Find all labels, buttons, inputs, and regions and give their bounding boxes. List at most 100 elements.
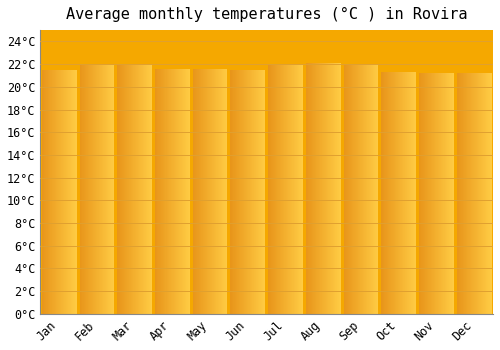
Bar xyxy=(227,69,228,314)
Bar xyxy=(105,65,106,314)
Bar xyxy=(414,72,415,314)
Bar xyxy=(130,64,131,314)
Bar xyxy=(421,73,422,314)
Bar xyxy=(226,69,227,314)
Bar xyxy=(449,73,450,314)
Bar xyxy=(177,69,178,314)
Bar xyxy=(201,69,202,314)
Bar xyxy=(149,64,150,314)
Bar xyxy=(308,63,309,314)
Bar xyxy=(241,70,242,314)
Bar xyxy=(48,70,49,314)
Bar xyxy=(145,64,146,314)
Bar xyxy=(426,73,427,314)
Bar xyxy=(185,69,186,314)
Bar xyxy=(377,64,378,314)
Bar xyxy=(135,64,136,314)
Bar xyxy=(199,69,200,314)
Bar xyxy=(302,65,303,314)
Bar xyxy=(218,69,219,314)
Bar xyxy=(120,64,122,314)
Bar xyxy=(72,70,73,314)
Bar xyxy=(98,65,99,314)
Bar xyxy=(96,65,97,314)
Bar xyxy=(184,69,185,314)
Bar xyxy=(365,64,366,314)
Bar xyxy=(137,64,138,314)
Bar xyxy=(46,70,47,314)
Bar xyxy=(284,65,285,314)
Bar xyxy=(335,63,336,314)
Bar xyxy=(159,69,160,314)
Bar xyxy=(91,65,92,314)
Bar xyxy=(428,73,429,314)
Bar xyxy=(326,63,328,314)
Bar xyxy=(397,72,398,314)
Bar xyxy=(111,65,112,314)
Bar xyxy=(150,64,151,314)
Bar xyxy=(409,72,410,314)
Bar xyxy=(249,70,250,314)
Bar xyxy=(237,70,238,314)
Bar xyxy=(437,73,438,314)
Bar xyxy=(386,72,387,314)
Bar xyxy=(181,69,182,314)
Bar xyxy=(353,64,354,314)
Bar xyxy=(196,69,197,314)
Bar xyxy=(311,63,312,314)
Bar xyxy=(385,72,386,314)
Bar xyxy=(420,73,421,314)
Bar xyxy=(82,65,83,314)
Bar xyxy=(263,70,264,314)
Bar xyxy=(122,64,123,314)
Bar xyxy=(407,72,408,314)
Bar xyxy=(309,63,310,314)
Bar xyxy=(97,65,98,314)
Bar xyxy=(80,65,82,314)
Bar xyxy=(211,69,212,314)
Bar xyxy=(401,72,402,314)
Bar xyxy=(248,70,249,314)
Bar xyxy=(128,64,129,314)
Bar xyxy=(270,65,271,314)
Bar xyxy=(89,65,90,314)
Bar xyxy=(480,73,481,314)
Bar xyxy=(433,73,434,314)
Bar xyxy=(163,69,164,314)
Bar xyxy=(299,65,300,314)
Bar xyxy=(183,69,184,314)
Bar xyxy=(432,73,433,314)
Bar xyxy=(233,70,234,314)
Bar xyxy=(95,65,96,314)
Bar xyxy=(358,64,360,314)
Bar xyxy=(366,64,367,314)
Bar xyxy=(275,65,276,314)
Bar xyxy=(434,73,436,314)
Bar xyxy=(288,65,289,314)
Bar xyxy=(162,69,163,314)
Bar xyxy=(156,69,158,314)
Bar xyxy=(68,70,69,314)
Bar xyxy=(126,64,127,314)
Bar xyxy=(337,63,338,314)
Bar xyxy=(141,64,142,314)
Bar xyxy=(146,64,147,314)
Bar xyxy=(140,64,141,314)
Bar xyxy=(69,70,70,314)
Bar xyxy=(403,72,404,314)
Bar xyxy=(442,73,443,314)
Bar xyxy=(125,64,126,314)
Bar xyxy=(129,64,130,314)
Bar xyxy=(477,73,478,314)
Bar xyxy=(110,65,111,314)
Bar xyxy=(223,69,224,314)
Bar xyxy=(322,63,324,314)
Bar xyxy=(205,69,206,314)
Bar xyxy=(138,64,140,314)
Bar xyxy=(92,65,93,314)
Bar xyxy=(210,69,211,314)
Bar xyxy=(313,63,314,314)
Bar xyxy=(100,65,101,314)
Bar xyxy=(452,73,453,314)
Bar xyxy=(346,64,347,314)
